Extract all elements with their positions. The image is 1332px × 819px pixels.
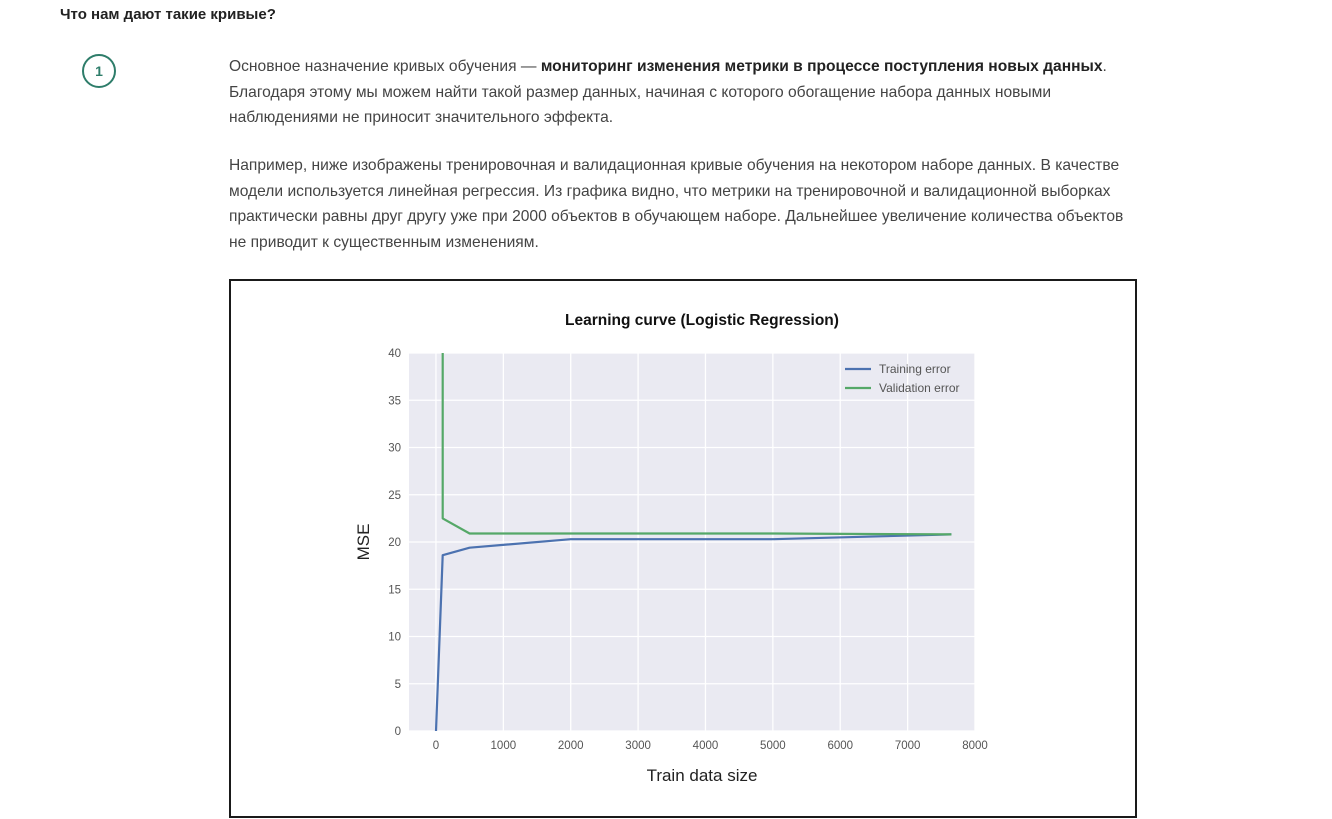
y-tick-label: 25	[388, 490, 401, 502]
series-line	[441, 353, 952, 536]
x-tick-label: 0	[433, 740, 439, 752]
paragraph-purpose: Основное назначение кривых обучения — мо…	[229, 54, 1139, 131]
learning-curve-figure: 0 1000 2000 3000 4000 5000 6000 7000 8000 0 5 10 15 2…	[229, 279, 1137, 818]
y-tick-label: 30	[388, 443, 401, 455]
legend-label: Training error	[879, 362, 951, 376]
y-tick-label: 40	[388, 348, 401, 360]
step-number: 1	[95, 63, 103, 79]
x-tick-label: 7000	[895, 740, 921, 752]
paragraph-example: Например, ниже изображены тренировочная …	[229, 157, 1124, 251]
x-tick-label: 1000	[491, 740, 517, 752]
y-tick-label: 5	[395, 679, 401, 691]
y-tick-label: 35	[388, 395, 401, 407]
x-tick-label: 6000	[827, 740, 853, 752]
paragraph-purpose-bold: мониторинг изменения метрики в процессе …	[540, 58, 1103, 75]
x-tick-label: 8000	[962, 740, 988, 752]
section-heading: Что нам дают такие кривые?	[60, 6, 276, 23]
chart-title: Learning curve (Logistic Regression)	[565, 312, 839, 329]
y-tick-label: 20	[388, 537, 401, 549]
paragraph-purpose-rest: . Благодаря этому мы можем найти такой р…	[229, 58, 1107, 126]
x-tick-label: 5000	[760, 740, 786, 752]
y-axis-label: MSE	[354, 524, 373, 561]
step-number-badge: 1	[82, 54, 116, 88]
x-tick-label: 2000	[558, 740, 584, 752]
x-axis-label: Train data size	[647, 766, 758, 785]
learning-curve-chart: 0 1000 2000 3000 4000 5000 6000 7000 8000 0 5 10 15 2…	[354, 312, 988, 785]
paragraph-purpose-intro: Основное назначение кривых обучения —	[229, 58, 541, 75]
legend-label: Validation error	[879, 381, 959, 395]
y-tick-label: 10	[388, 632, 401, 644]
y-tick-label: 15	[388, 584, 401, 596]
x-tick-label: 3000	[625, 740, 651, 752]
series-line	[434, 533, 952, 732]
x-tick-label: 4000	[693, 740, 719, 752]
y-tick-label: 0	[395, 726, 401, 738]
